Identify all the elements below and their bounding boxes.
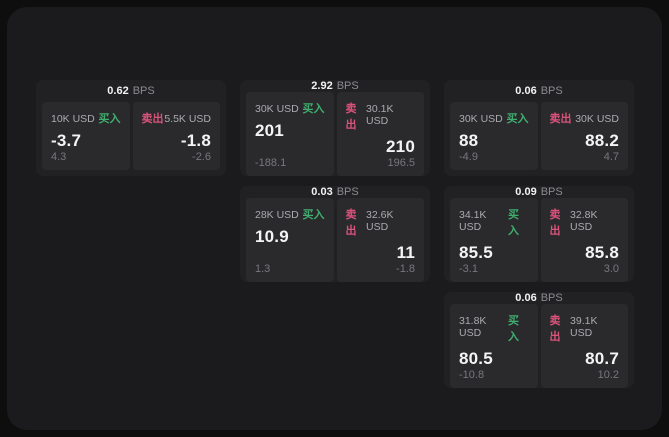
sell-change: -1.8 [396,263,415,275]
buy-price: 201 [255,121,284,140]
sell-amount: 39.1K USD [570,315,598,339]
sell-amount: 30.1K USD [366,103,394,127]
buy-amount: 34.1K USD [459,209,487,233]
buy-amount: 30K USD [459,113,503,125]
quote-card-5: 0.09 BPS 34.1K USD 买入 85.5 -3.1 卖出 32.8K… [444,186,634,282]
sell-side-label: 卖出 [141,113,164,125]
bps-unit-label: BPS [540,85,563,97]
bps-value: 0.62 [107,85,129,97]
sell-panel[interactable]: 卖出 5.5K USD -1.8 -2.6 [132,102,220,170]
quote-card-2: 2.92 BPS 30K USD 买入 201 -188.1 卖出 30.1K … [240,80,430,176]
buy-amount: 10K USD [51,113,95,125]
bps-unit-label: BPS [540,186,563,198]
quote-card-grid: 0.62 BPS 10K USD 买入 -3.7 4.3 卖出 5.5K USD [36,80,634,388]
bps-header: 0.62 BPS [36,80,226,102]
quote-card-1: 0.62 BPS 10K USD 买入 -3.7 4.3 卖出 5.5K USD [36,80,226,176]
buy-side-label: 买入 [302,209,325,221]
buy-change: 1.3 [255,263,271,275]
buy-change: -188.1 [255,157,287,169]
sell-price: 210 [386,137,415,156]
sell-amount: 32.8K USD [570,209,598,233]
buy-amount: 28K USD [255,209,299,221]
sell-panel[interactable]: 卖出 32.6K USD 11 -1.8 [336,198,424,282]
buy-change: -3.1 [459,263,478,275]
buy-amount: 30K USD [255,103,299,115]
buy-price: -3.7 [51,131,82,150]
sell-change: 4.7 [603,151,619,163]
bps-header: 0.06 BPS [444,80,634,102]
buy-side-label: 买入 [302,103,325,115]
bps-header: 0.09 BPS [444,186,634,198]
sell-amount: 5.5K USD [164,113,211,125]
buy-panel[interactable]: 31.8K USD 买入 80.5 -10.8 [450,304,538,388]
buy-panel[interactable]: 30K USD 买入 201 -188.1 [246,92,334,176]
sell-side-label: 卖出 [345,209,357,237]
sell-panel[interactable]: 卖出 39.1K USD 80.7 10.2 [540,304,628,388]
quote-card-6: 0.06 BPS 31.8K USD 买入 80.5 -10.8 卖出 39.1… [444,292,634,388]
bps-header: 2.92 BPS [240,80,430,92]
bps-unit-label: BPS [540,292,563,304]
buy-price: 88 [459,131,479,150]
buy-side-label: 买入 [507,209,519,237]
buy-price: 80.5 [459,349,493,368]
sell-side-label: 卖出 [549,113,572,125]
bps-value: 0.09 [515,186,537,198]
buy-change: 4.3 [51,151,67,163]
buy-side-label: 买入 [506,113,529,125]
sell-change: 196.5 [387,157,415,169]
sell-panel[interactable]: 卖出 32.8K USD 85.8 3.0 [540,198,628,282]
sell-side-label: 卖出 [549,209,561,237]
buy-panel[interactable]: 10K USD 买入 -3.7 4.3 [42,102,130,170]
bps-unit-label: BPS [132,85,155,97]
sell-change: 3.0 [603,263,619,275]
bps-value: 0.03 [311,186,333,198]
buy-panel[interactable]: 30K USD 买入 88 -4.9 [450,102,538,170]
sell-price: 80.7 [585,349,619,368]
bps-value: 2.92 [311,80,333,92]
buy-panel[interactable]: 34.1K USD 买入 85.5 -3.1 [450,198,538,282]
buy-side-label: 买入 [98,113,121,125]
buy-price: 85.5 [459,243,493,262]
bps-header: 0.06 BPS [444,292,634,304]
bps-header: 0.03 BPS [240,186,430,198]
sell-amount: 30K USD [575,113,619,125]
sell-change: 10.2 [597,369,619,381]
quote-card-4: 0.03 BPS 28K USD 买入 10.9 1.3 卖出 32.6K US… [240,186,430,282]
buy-panel[interactable]: 28K USD 买入 10.9 1.3 [246,198,334,282]
buy-amount: 31.8K USD [459,315,487,339]
bps-unit-label: BPS [336,80,359,92]
sell-side-label: 卖出 [549,315,561,343]
sell-side-label: 卖出 [345,103,357,131]
sell-price: -1.8 [180,131,211,150]
buy-change: -4.9 [459,151,478,163]
sell-panel[interactable]: 卖出 30K USD 88.2 4.7 [540,102,628,170]
bps-value: 0.06 [515,85,537,97]
buy-price: 10.9 [255,227,289,246]
quote-card-3: 0.06 BPS 30K USD 买入 88 -4.9 卖出 30K USD [444,80,634,176]
app-window: 0.62 BPS 10K USD 买入 -3.7 4.3 卖出 5.5K USD [7,7,662,430]
buy-side-label: 买入 [507,315,519,343]
sell-change: -2.6 [192,151,211,163]
sell-price: 85.8 [585,243,619,262]
sell-price: 11 [396,243,415,262]
sell-price: 88.2 [585,131,619,150]
bps-unit-label: BPS [336,186,359,198]
sell-panel[interactable]: 卖出 30.1K USD 210 196.5 [336,92,424,176]
buy-change: -10.8 [459,369,485,381]
sell-amount: 32.6K USD [366,209,394,233]
bps-value: 0.06 [515,292,537,304]
